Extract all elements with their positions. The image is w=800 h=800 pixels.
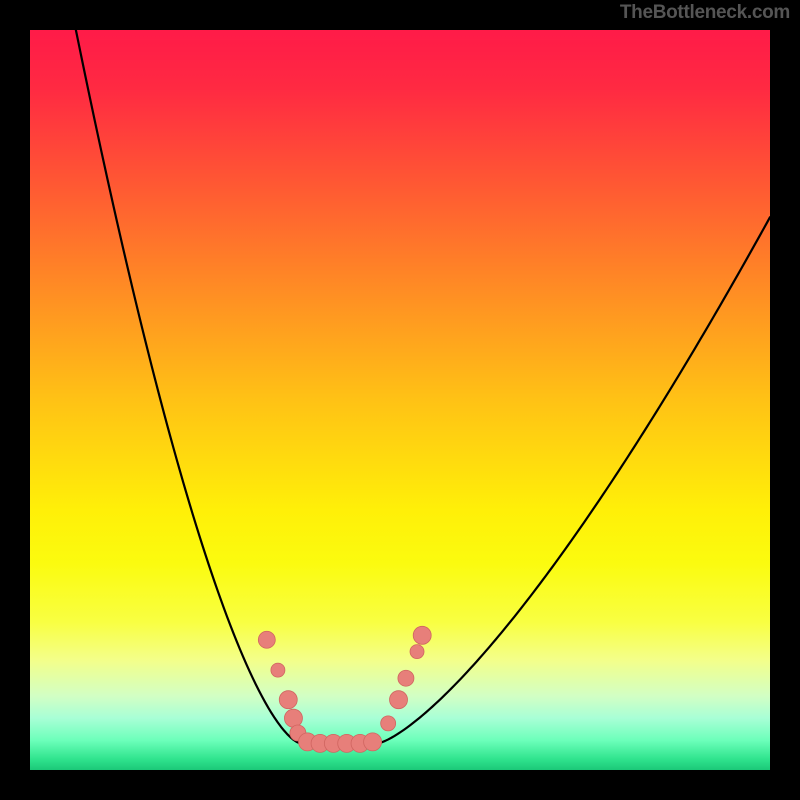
data-marker: [284, 709, 302, 727]
data-marker: [381, 716, 396, 731]
data-marker: [271, 663, 285, 677]
data-marker: [413, 626, 431, 644]
data-marker: [258, 631, 275, 648]
data-marker: [390, 691, 408, 709]
data-marker: [410, 645, 424, 659]
chart-container: TheBottleneck.com: [0, 0, 800, 800]
data-marker: [364, 733, 382, 751]
bottleneck-chart: [0, 0, 800, 800]
plot-background: [30, 30, 770, 770]
watermark-text: TheBottleneck.com: [620, 2, 790, 24]
data-marker: [398, 670, 414, 686]
data-marker: [279, 691, 297, 709]
